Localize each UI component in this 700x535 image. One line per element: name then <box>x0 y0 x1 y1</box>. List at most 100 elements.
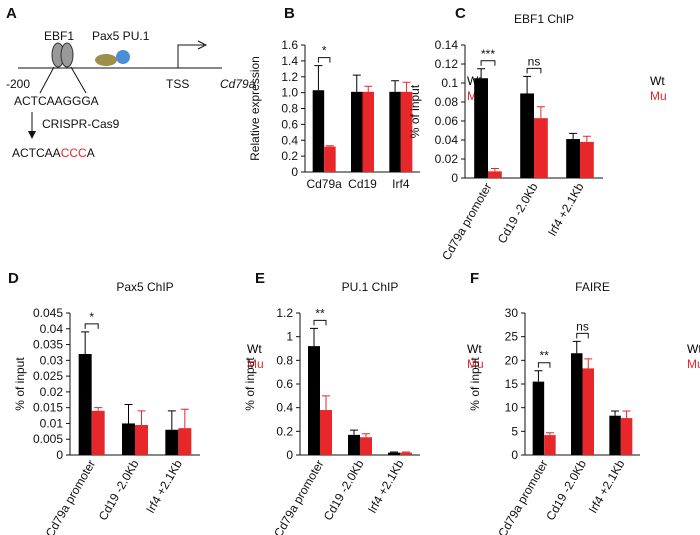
tss-label: TSS <box>166 77 189 91</box>
bar <box>312 90 325 172</box>
bar <box>544 435 556 455</box>
significance-bracket <box>526 67 542 74</box>
y-tick-label: 1.2 <box>276 306 293 320</box>
x-tick-label: Cd79a promoter <box>43 458 98 535</box>
y-tick-label: 0.035 <box>33 338 63 352</box>
seq-part: CCC <box>61 146 87 160</box>
significance-bracket <box>84 323 99 329</box>
error-bar <box>390 451 398 453</box>
bar <box>362 91 374 172</box>
panel-letter: A <box>6 5 17 22</box>
bar <box>308 346 320 455</box>
legend-entry: Mu <box>467 357 484 371</box>
method-label: CRISPR-Cas9 <box>42 117 120 131</box>
bar <box>566 139 580 178</box>
error-bar <box>362 433 370 438</box>
error-bar <box>364 85 373 92</box>
bar-chart: F FAIRE % of input 0 5 10 15 20 25 30 Cd79a promot… <box>468 270 700 535</box>
y-axis-label: Relative expression <box>248 56 262 161</box>
bar <box>324 146 336 172</box>
bar <box>348 434 360 455</box>
significance-bracket <box>313 319 327 326</box>
chart-title: Pax5 ChIP <box>116 280 173 294</box>
bar <box>620 418 633 455</box>
error-bar <box>402 81 411 92</box>
legend-entry: Wt <box>247 342 262 356</box>
y-axis-label: % of input <box>243 357 257 411</box>
bar-chart: E PU.1 ChIP % of input 0 0.2 0.4 0.6 0.8 1 1.2 Cd7… <box>243 270 484 535</box>
y-tick-label: 0.025 <box>33 369 63 383</box>
significance-label: * <box>89 310 94 324</box>
bar <box>580 141 594 178</box>
bar <box>91 410 105 455</box>
x-tick-label: Irf4 +2.1Kb <box>143 457 185 515</box>
error-bar <box>611 410 620 416</box>
y-tick-label: 1.0 <box>281 86 298 100</box>
site-line <box>70 66 87 94</box>
y-tick-label: 0.4 <box>281 133 298 147</box>
significance-bracket <box>317 57 331 63</box>
bar <box>474 78 488 178</box>
y-tick-label: 0.8 <box>276 353 293 367</box>
seq-wt: ACTCAAGGGA <box>14 94 99 108</box>
bar <box>165 429 179 455</box>
y-tick-label: 0 <box>56 448 63 462</box>
bar <box>534 118 548 178</box>
error-bar <box>622 410 631 419</box>
y-tick-label: 0.045 <box>33 306 63 320</box>
y-tick-label: 0.04 <box>40 322 64 336</box>
significance-bracket <box>537 362 551 368</box>
bar <box>488 171 502 178</box>
y-tick-label: 0.2 <box>276 424 293 438</box>
x-tick-label: Cd79a promoter <box>439 181 494 263</box>
y-tick-label: 0.6 <box>281 117 298 131</box>
bar-chart: B Relative expression 0 0.2 0.4 0.60.8 1.0 1.2 1… <box>248 5 484 191</box>
y-tick-label: 0.08 <box>435 95 459 109</box>
significance-label: *** <box>481 47 495 61</box>
x-tick-label: Cd79a promoter <box>495 458 550 535</box>
y-axis-label: % of input <box>408 84 422 138</box>
significance-label: ** <box>539 349 549 363</box>
x-tick-label: Cd19 -2.0Kb <box>96 457 142 523</box>
y-tick-label: 0 <box>451 171 458 185</box>
ebf1-shape <box>60 42 74 68</box>
panel-letter: F <box>470 270 479 287</box>
bar <box>122 423 135 455</box>
x-tick-label: Cd19 -2.0Kb <box>321 457 367 523</box>
significance-label: ** <box>315 306 325 320</box>
error-bar <box>81 331 90 355</box>
y-tick-label: 0 <box>286 448 293 462</box>
diagram: A EBF1 Pax5 PU.1 -200 TSS Cd79a ACTCAAGG… <box>6 5 256 160</box>
y-tick-label: 25 <box>505 330 519 344</box>
error-bar <box>536 106 545 119</box>
legend-entry: Mu <box>650 89 667 103</box>
y-tick-label: 0.01 <box>40 416 64 430</box>
pax5-shape <box>95 54 117 66</box>
legend-entry: Mu <box>247 357 264 371</box>
y-tick-label: 30 <box>505 306 519 320</box>
bar <box>388 452 400 455</box>
panel-letter: D <box>8 270 19 287</box>
bar <box>400 91 413 172</box>
y-tick-label: 0.6 <box>276 377 293 391</box>
significance-label: ns <box>528 54 541 68</box>
y-tick-label: 0.14 <box>435 38 459 52</box>
site-line <box>39 66 55 94</box>
chart-title: EBF1 ChIP <box>514 12 574 26</box>
error-bar <box>167 410 176 430</box>
error-bar <box>582 135 591 142</box>
seq-part: A <box>87 146 95 160</box>
legend-entry: Mu <box>687 357 700 371</box>
y-tick-label: 1.6 <box>281 38 298 52</box>
y-tick-label: 0.005 <box>33 432 63 446</box>
ebf1-label: EBF1 <box>44 29 74 43</box>
position-label: -200 <box>6 77 30 91</box>
error-bar <box>310 327 318 347</box>
y-tick-label: 0.02 <box>40 385 64 399</box>
pu1-shape <box>116 50 130 64</box>
error-bar <box>350 429 358 435</box>
x-tick-label: Cd19 -2.0Kb <box>543 457 589 523</box>
bar <box>320 410 332 455</box>
error-bar <box>584 358 593 369</box>
